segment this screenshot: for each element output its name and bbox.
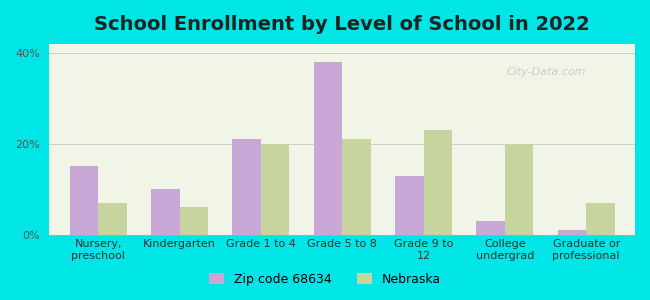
Bar	[261, 144, 289, 235]
Bar	[343, 139, 370, 235]
Bar	[314, 62, 343, 235]
Text: City-Data.com: City-Data.com	[506, 67, 586, 77]
Bar	[70, 167, 98, 235]
Bar	[151, 189, 179, 235]
Bar	[558, 230, 586, 235]
Bar	[98, 203, 127, 235]
Bar	[476, 221, 505, 235]
Bar	[586, 203, 615, 235]
Bar	[179, 207, 208, 235]
Bar	[505, 144, 534, 235]
Bar	[395, 176, 424, 235]
Title: School Enrollment by Level of School in 2022: School Enrollment by Level of School in …	[94, 15, 590, 34]
Bar	[233, 139, 261, 235]
Bar	[424, 130, 452, 235]
Legend: Zip code 68634, Nebraska: Zip code 68634, Nebraska	[204, 268, 446, 291]
